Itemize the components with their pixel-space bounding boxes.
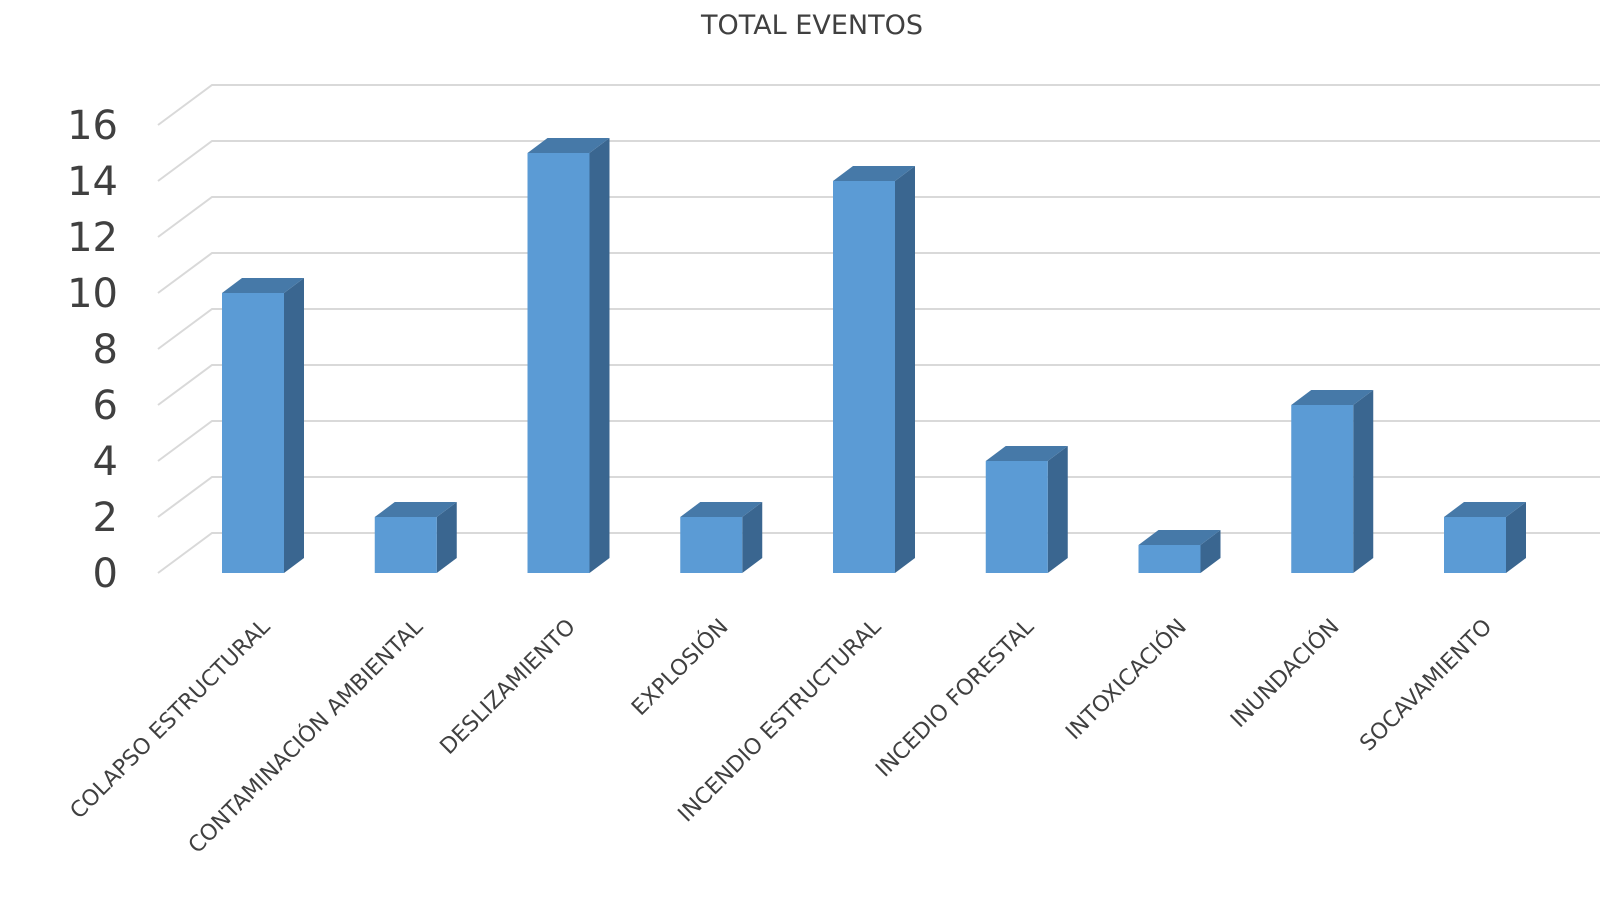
gridline bbox=[157, 476, 1600, 518]
bar-top bbox=[374, 502, 457, 517]
y-axis-ticks: 0 2 4 6 8 10 12 14 16 bbox=[67, 103, 118, 597]
y-tick-label: 8 bbox=[93, 327, 118, 373]
bar bbox=[1138, 530, 1221, 573]
x-tick-label: SOCAVAMIENTO bbox=[1355, 615, 1497, 757]
x-tick-label: INCEDIO FORESTAL bbox=[871, 614, 1039, 782]
bar-front bbox=[222, 293, 284, 573]
bar-front bbox=[833, 181, 895, 573]
y-tick-label: 6 bbox=[93, 383, 118, 429]
x-tick-label: DESLIZAMIENTO bbox=[436, 615, 581, 760]
gridline bbox=[157, 364, 1600, 406]
y-tick-label: 2 bbox=[93, 495, 118, 541]
bar-top bbox=[833, 166, 915, 181]
bar-side bbox=[1506, 502, 1526, 573]
x-tick-label: CONTAMINACIÓN AMBIENTAL bbox=[183, 613, 428, 858]
bar bbox=[680, 502, 763, 573]
gridline bbox=[157, 252, 1600, 294]
gridline bbox=[157, 420, 1600, 462]
bar-front bbox=[1291, 405, 1354, 573]
gridlines bbox=[157, 84, 1600, 574]
bar-top bbox=[680, 502, 763, 517]
y-tick-label: 4 bbox=[93, 439, 118, 485]
bar bbox=[374, 502, 457, 573]
bar-front bbox=[680, 517, 743, 573]
x-tick-label: INUNDACIÓN bbox=[1225, 614, 1344, 733]
gridline bbox=[157, 140, 1600, 182]
bar-side bbox=[1353, 390, 1374, 573]
y-tick-label: 12 bbox=[67, 215, 118, 261]
bar-top bbox=[1444, 502, 1526, 517]
bar-top bbox=[985, 446, 1068, 461]
y-tick-label: 0 bbox=[93, 551, 118, 597]
gridline bbox=[157, 84, 1600, 126]
bars bbox=[222, 138, 1526, 573]
gridline bbox=[157, 532, 1600, 574]
bar-front bbox=[1444, 517, 1506, 573]
bar bbox=[985, 446, 1068, 573]
bar bbox=[1291, 390, 1374, 573]
bar-front bbox=[1138, 545, 1201, 573]
gridline bbox=[157, 308, 1600, 350]
y-tick-label: 10 bbox=[67, 271, 118, 317]
bar-side bbox=[284, 278, 304, 573]
bar-top bbox=[1291, 390, 1374, 405]
bar-top bbox=[527, 138, 610, 153]
bar-front bbox=[985, 461, 1048, 573]
bar-side bbox=[742, 502, 763, 573]
chart-title: TOTAL EVENTOS bbox=[700, 10, 923, 41]
bar-front bbox=[527, 153, 590, 573]
x-tick-label: EXPLOSIÓN bbox=[627, 614, 734, 721]
gridline bbox=[157, 196, 1600, 238]
bar-side bbox=[436, 502, 457, 573]
bar bbox=[833, 166, 915, 573]
bar bbox=[1444, 502, 1526, 573]
bar-side bbox=[1047, 446, 1068, 573]
bar-side bbox=[1200, 530, 1221, 573]
bar-side bbox=[895, 166, 915, 573]
y-tick-label: 14 bbox=[67, 159, 118, 205]
bar-front bbox=[374, 517, 437, 573]
x-tick-label: INTOXICACIÓN bbox=[1061, 614, 1192, 745]
bar-top bbox=[222, 278, 304, 293]
y-tick-label: 16 bbox=[67, 103, 118, 149]
bar-top bbox=[1138, 530, 1221, 545]
bar bbox=[527, 138, 610, 573]
bar bbox=[222, 278, 304, 573]
bar-side bbox=[589, 138, 610, 573]
